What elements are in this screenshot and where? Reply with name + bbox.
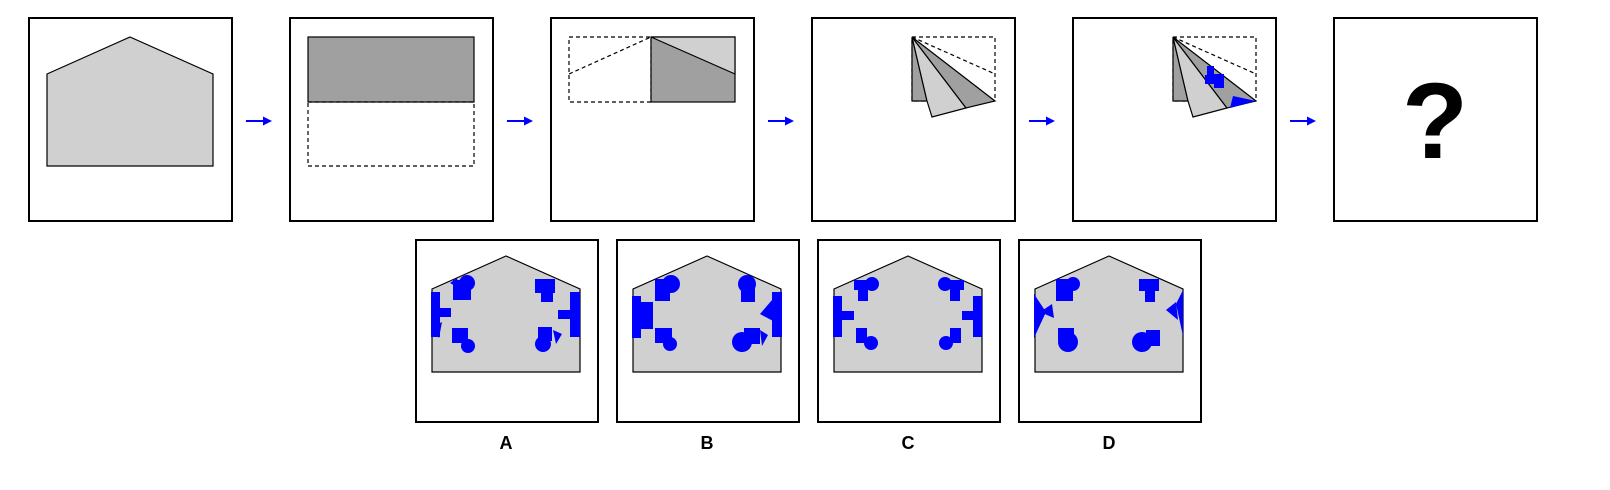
question-panel: ? xyxy=(1333,17,1538,222)
arrow-2 xyxy=(507,116,533,126)
option-a-label: A xyxy=(500,433,513,453)
step-1-panel xyxy=(28,17,233,222)
option-b-label: B xyxy=(701,433,714,453)
step-5-panel xyxy=(1072,17,1277,222)
cutout-triangle-shape xyxy=(1230,96,1256,108)
option-a[interactable]: A xyxy=(415,239,599,453)
cutout-cross-shape xyxy=(1205,66,1224,88)
fold-ghost-outline xyxy=(307,101,475,167)
option-b-cutouts xyxy=(632,275,782,352)
option-a-cutouts xyxy=(431,275,580,353)
arrow-4 xyxy=(1029,116,1055,126)
question-frame xyxy=(1333,17,1538,222)
option-b[interactable]: B xyxy=(616,239,800,453)
option-d[interactable]: D xyxy=(1018,239,1202,453)
option-d-label: D xyxy=(1103,433,1116,453)
arrow-1 xyxy=(246,116,272,126)
pentagon-paper xyxy=(46,36,214,167)
arrow-3 xyxy=(768,116,794,126)
fan-fold-layer xyxy=(911,36,997,109)
question-mark: ? xyxy=(1402,60,1468,181)
option-c[interactable]: C xyxy=(817,239,1001,453)
step-2-panel xyxy=(289,17,494,222)
step-3-panel xyxy=(550,17,755,222)
option-c-cutouts xyxy=(833,277,982,350)
folded-half-rectangle xyxy=(307,36,475,103)
step-4-panel xyxy=(811,17,1016,222)
option-c-label: C xyxy=(902,433,915,453)
folded-quarter-top-flap xyxy=(650,36,736,75)
option-d-cutouts xyxy=(1034,277,1183,352)
arrow-5 xyxy=(1290,116,1316,126)
